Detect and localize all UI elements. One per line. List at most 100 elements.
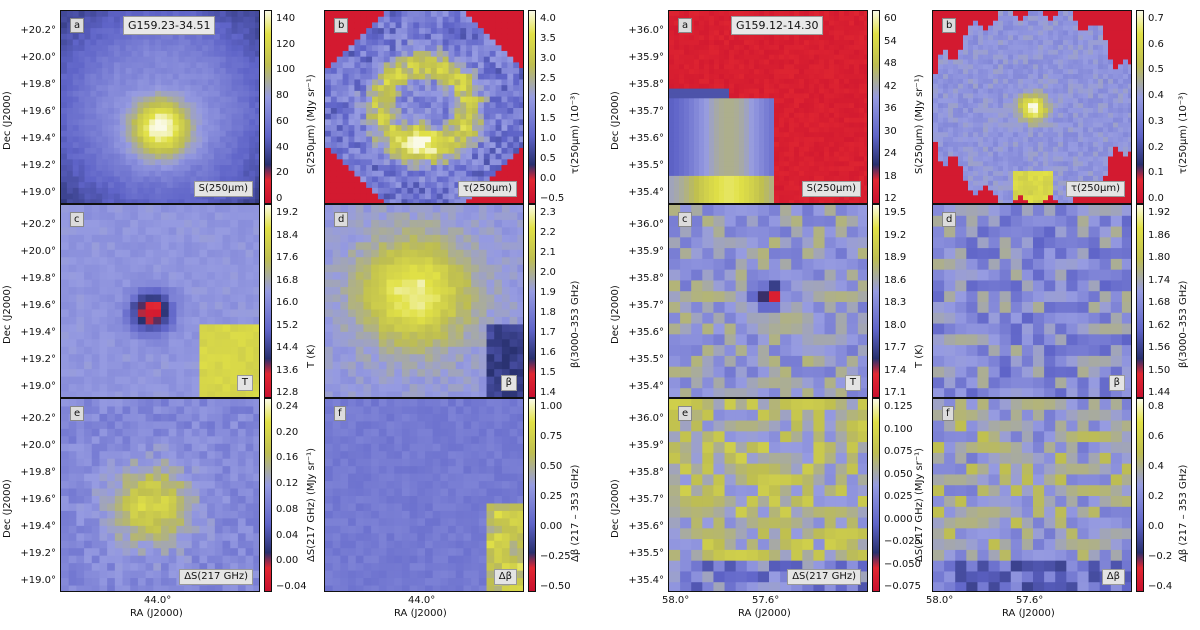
heatmap-cell (91, 205, 101, 214)
heatmap-cell (355, 466, 365, 475)
heatmap-cell (325, 331, 334, 340)
heatmap-cell (360, 28, 367, 35)
heatmap-cell (519, 50, 523, 58)
heatmap-cell (401, 205, 411, 214)
heatmap-cell (107, 443, 116, 452)
heatmap-cell (425, 309, 434, 318)
heatmap-cell (72, 85, 80, 92)
heatmap-cell (348, 443, 357, 452)
heatmap-cell (507, 125, 514, 132)
heatmap-cell (395, 170, 403, 178)
heatmap-cell (131, 50, 139, 58)
heatmap-cell (99, 413, 108, 422)
heatmap-cell (394, 585, 403, 591)
heatmap-cell (363, 428, 372, 437)
heatmap-cell (231, 102, 239, 109)
heatmap-cell (245, 488, 254, 497)
heatmap-cell (199, 481, 208, 490)
heatmap-cell (325, 249, 334, 258)
heatmap-cell (377, 119, 385, 126)
heatmap-cell (225, 50, 233, 58)
heatmap-cell (486, 451, 495, 460)
heatmap-cell (213, 33, 221, 41)
heatmap-cell (494, 324, 503, 333)
heatmap-cell (145, 272, 154, 281)
heatmap-cell (213, 165, 221, 172)
heatmap-cell (114, 391, 124, 397)
heatmap-cell (355, 503, 365, 512)
heatmap-cell (137, 302, 147, 311)
heatmap-cell (466, 136, 473, 143)
heatmap-cell (371, 279, 380, 288)
heatmap-cell (207, 219, 216, 228)
heatmap-cell (113, 79, 121, 86)
heatmap-cell (153, 212, 162, 221)
heatmap-cell (107, 354, 116, 363)
heatmap-cell (137, 346, 147, 355)
heatmap-cell (225, 113, 233, 121)
heatmap-cell (149, 79, 156, 86)
heatmap-cell (208, 68, 215, 75)
heatmap-cell (131, 165, 139, 172)
heatmap-cell (161, 533, 170, 542)
heatmap-cell (178, 90, 186, 98)
heatmap-cell (486, 436, 495, 445)
heatmap-cell (477, 68, 485, 75)
heatmap-cell (332, 496, 341, 505)
heatmap-cell (513, 170, 520, 178)
heatmap-cell (448, 316, 457, 325)
heatmap-cell (113, 136, 121, 143)
heatmap-cell (513, 68, 520, 75)
heatmap-cell (153, 219, 162, 228)
heatmap-cell (348, 50, 356, 58)
heatmap-cell (161, 272, 170, 281)
colorbar-tick-label: 2.5 (540, 73, 556, 84)
heatmap-cell (231, 153, 239, 160)
heatmap-cell (214, 279, 224, 288)
colorbar-tick-label: 20 (276, 167, 289, 179)
colorbar-tick-label: 4.0 (540, 13, 556, 24)
heatmap-cell (463, 451, 472, 460)
heatmap-cell (471, 406, 480, 415)
heatmap-cell (342, 39, 350, 46)
heatmap-cell (237, 102, 244, 109)
heatmap-cell (253, 331, 259, 340)
heatmap-cell (176, 205, 185, 214)
heatmap-cell (230, 473, 239, 482)
heatmap-cell (96, 96, 103, 103)
heatmap-cell (401, 421, 411, 430)
heatmap-cell (107, 339, 116, 348)
heatmap-cell (107, 219, 116, 228)
heatmap-cell (377, 28, 385, 35)
heatmap-cell (394, 287, 403, 296)
heatmap-cell (425, 488, 434, 497)
heatmap-cell (371, 309, 380, 318)
heatmap-cell (184, 428, 193, 437)
heatmap-cell (208, 90, 215, 98)
heatmap-cell (137, 68, 144, 75)
heatmap-cell (96, 170, 103, 178)
heatmap-cell (161, 170, 168, 178)
heatmap-cell (517, 279, 523, 288)
heatmap-cell (330, 39, 338, 46)
heatmap-cell (143, 11, 150, 18)
heatmap-cell (513, 136, 520, 143)
heatmap-cell (360, 199, 367, 203)
heatmap-cell (432, 585, 441, 591)
colorbar-tick-label: 1.7 (540, 327, 556, 338)
heatmap-cell (84, 563, 93, 572)
heatmap-cell (145, 428, 154, 437)
heatmap-cell (161, 79, 168, 86)
heatmap-cell (214, 413, 224, 422)
heatmap-cell (253, 496, 259, 505)
heatmap-cell (208, 176, 215, 183)
heatmap-cell (430, 96, 438, 103)
heatmap-cell (442, 108, 450, 115)
heatmap-cell (471, 346, 480, 355)
heatmap-cell (355, 272, 365, 281)
heatmap-cell (519, 79, 523, 86)
y-tick-label: +19.6° (20, 494, 56, 505)
heatmap-cell (114, 219, 124, 228)
colorbar-tick-label: 2.0 (540, 267, 556, 278)
